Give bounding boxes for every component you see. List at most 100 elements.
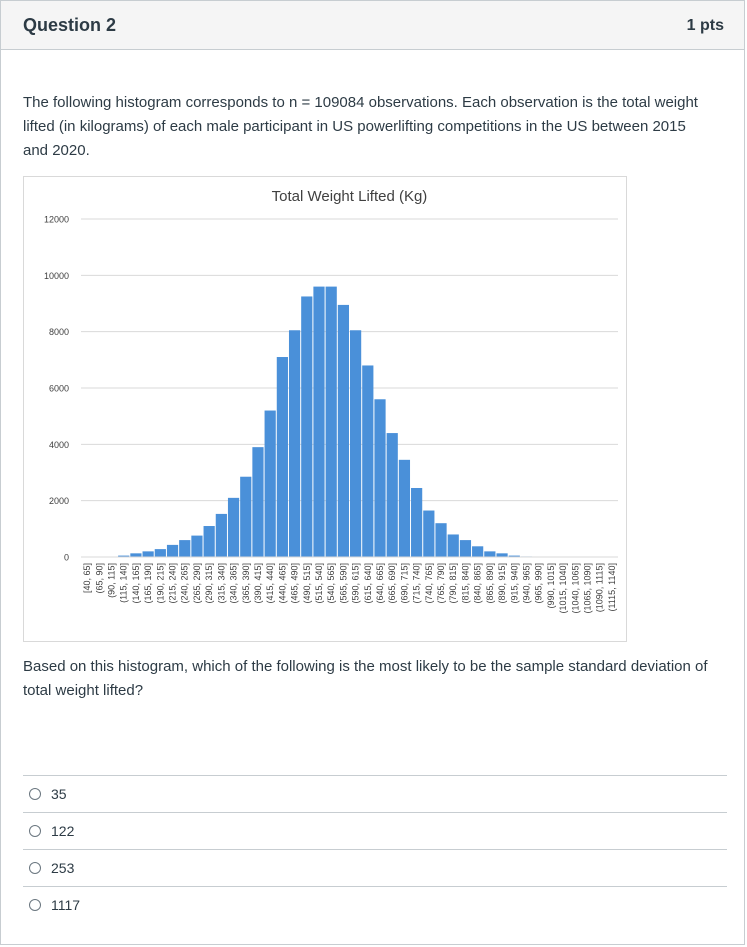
question-points: 1 pts bbox=[686, 17, 724, 34]
histogram-bar bbox=[179, 540, 191, 557]
histogram-bar bbox=[435, 523, 447, 557]
histogram-bar bbox=[386, 433, 398, 557]
x-tick-label: (715, 740] bbox=[412, 563, 422, 604]
x-tick-label: (390, 415] bbox=[253, 563, 263, 604]
x-tick-label: (65, 90] bbox=[94, 563, 104, 594]
x-tick-label: (90, 115] bbox=[107, 563, 117, 598]
answer-option-35[interactable]: 35 bbox=[23, 775, 727, 812]
x-tick-label: (465, 490] bbox=[290, 563, 300, 604]
radio-icon[interactable] bbox=[29, 862, 41, 874]
x-tick-label: (1040, 1065] bbox=[570, 563, 580, 614]
chart-title: Total Weight Lifted (Kg) bbox=[272, 188, 428, 205]
histogram-svg: Total Weight Lifted (Kg) 0 2000 4000 6000 800… bbox=[44, 188, 618, 614]
answer-option-122[interactable]: 122 bbox=[23, 812, 727, 849]
histogram-bar bbox=[276, 357, 288, 557]
y-tick-label: 12000 bbox=[44, 215, 69, 225]
x-tick-label: (490, 515] bbox=[302, 563, 312, 604]
x-tick-label: (115, 140] bbox=[119, 563, 129, 603]
x-tick-label: (815, 840] bbox=[460, 563, 470, 604]
histogram-bar bbox=[191, 535, 203, 557]
x-tick-label: (740, 765] bbox=[424, 563, 434, 604]
x-tick-label: (590, 615] bbox=[351, 563, 361, 604]
x-tick-label: (665, 690] bbox=[387, 563, 397, 604]
x-tick-label: (1090, 1115] bbox=[595, 563, 605, 612]
radio-icon[interactable] bbox=[29, 825, 41, 837]
x-tick-label: (565, 590] bbox=[338, 563, 348, 604]
histogram-bar bbox=[142, 551, 154, 557]
x-tick-label: (515, 540] bbox=[314, 563, 324, 604]
x-tick-label: (340, 365] bbox=[229, 563, 239, 604]
x-tick-label: (165, 190] bbox=[143, 563, 153, 604]
y-tick-label: 4000 bbox=[49, 440, 69, 450]
answer-label: 122 bbox=[51, 823, 75, 839]
histogram-bar bbox=[484, 551, 496, 557]
histogram-bar bbox=[118, 555, 130, 557]
x-tick-label: (640, 665] bbox=[375, 563, 385, 604]
x-tick-label: (365, 390] bbox=[241, 563, 251, 604]
histogram-bar bbox=[350, 330, 362, 557]
x-tick-label: (690, 715] bbox=[399, 563, 409, 604]
x-tick-label: (840, 865] bbox=[473, 563, 483, 604]
histogram-bar bbox=[240, 476, 252, 557]
answer-option-1117[interactable]: 1117 bbox=[23, 886, 727, 923]
x-tick-label: (890, 915] bbox=[497, 563, 507, 604]
x-tick-label: (140, 165] bbox=[131, 563, 141, 604]
x-tick-label: (915, 940] bbox=[509, 563, 519, 604]
x-tick-label: (1065, 1090] bbox=[582, 563, 592, 614]
histogram-bar bbox=[166, 544, 179, 557]
y-tick-label: 8000 bbox=[49, 327, 69, 337]
question-intro: The following histogram corresponds to n… bbox=[23, 94, 698, 159]
x-tick-label: (290, 315] bbox=[204, 563, 214, 604]
radio-icon[interactable] bbox=[29, 788, 41, 800]
x-tick-label: (540, 565] bbox=[326, 563, 336, 604]
question-prompt: Based on this histogram, which of the fo… bbox=[23, 658, 708, 699]
histogram-bar bbox=[459, 540, 472, 557]
question-header: Question 2 1 pts bbox=[1, 1, 744, 50]
histogram-bar bbox=[203, 526, 215, 557]
x-tick-label: (1115, 1140] bbox=[607, 563, 617, 612]
x-tick-label: (615, 640] bbox=[363, 563, 373, 604]
histogram-bar bbox=[337, 304, 349, 557]
x-tick-label: (190, 215] bbox=[155, 563, 165, 604]
histogram-bar bbox=[215, 513, 227, 557]
x-tick-label: (415, 440] bbox=[265, 563, 275, 604]
y-tick-label: 0 bbox=[64, 553, 69, 563]
histogram-bar bbox=[252, 447, 264, 557]
histogram-bar bbox=[374, 399, 386, 557]
x-tick-label: (790, 815] bbox=[448, 563, 458, 604]
histogram-bar bbox=[398, 459, 411, 557]
histogram-bar bbox=[130, 553, 142, 557]
histogram-bar bbox=[472, 546, 484, 557]
x-tick-label: (1015, 1040] bbox=[558, 563, 568, 614]
answer-list: 35 122 253 1117 bbox=[23, 775, 727, 923]
histogram-bar bbox=[288, 330, 301, 557]
answer-label: 253 bbox=[51, 860, 75, 876]
y-tick-label: 10000 bbox=[44, 271, 69, 281]
x-tick-label: (990, 1015] bbox=[546, 563, 556, 609]
x-tick-label: (215, 240] bbox=[168, 563, 178, 604]
radio-icon[interactable] bbox=[29, 899, 41, 911]
x-tick-label: (265, 290] bbox=[192, 563, 202, 604]
histogram-bar bbox=[227, 497, 240, 557]
histogram-chart: Total Weight Lifted (Kg) 0 2000 4000 6000 800… bbox=[23, 176, 627, 642]
histogram-bar bbox=[362, 365, 374, 557]
x-tick-label: (765, 790] bbox=[436, 563, 446, 604]
answer-label: 1117 bbox=[51, 897, 81, 913]
histogram-bar bbox=[508, 555, 520, 557]
answer-option-253[interactable]: 253 bbox=[23, 849, 727, 886]
histogram-bar bbox=[154, 549, 166, 557]
histogram-bar bbox=[496, 553, 508, 557]
x-tick-label: (240, 265] bbox=[180, 563, 190, 604]
question-title: Question 2 bbox=[23, 15, 117, 35]
x-tick-label: (965, 990] bbox=[534, 563, 544, 604]
histogram-bar bbox=[301, 296, 313, 557]
x-tick-label: (440, 465] bbox=[277, 563, 287, 604]
y-tick-label: 2000 bbox=[49, 496, 69, 506]
answer-label: 35 bbox=[51, 786, 67, 802]
x-tick-label: (315, 340] bbox=[216, 563, 226, 604]
histogram-bar bbox=[447, 534, 459, 557]
histogram-bar bbox=[423, 510, 435, 557]
histogram-bar bbox=[313, 286, 325, 557]
y-tick-label: 6000 bbox=[49, 384, 69, 394]
